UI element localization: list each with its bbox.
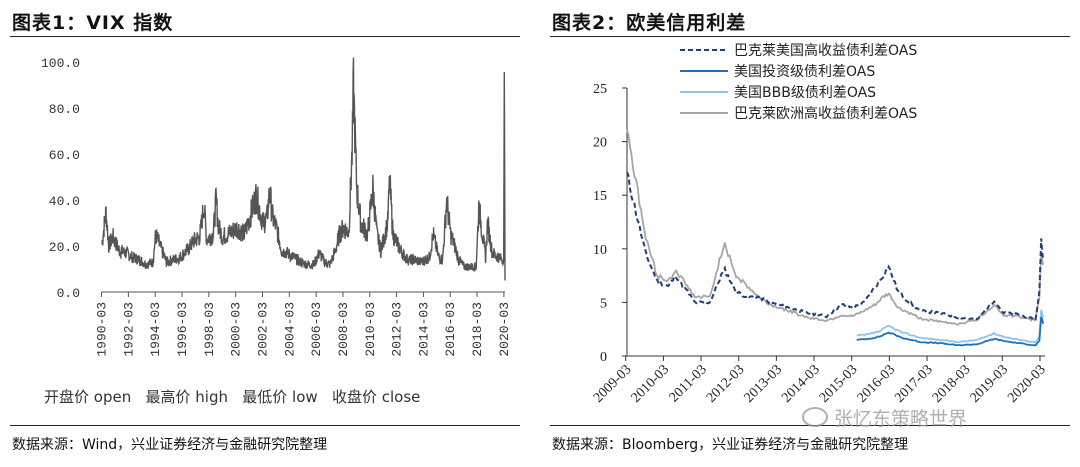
vix-x-tick-label: 1990-03 [95, 302, 110, 357]
vix-x-tick-label: 1996-03 [175, 302, 190, 357]
vix-x-tick-label: 2010-03 [363, 302, 378, 357]
spread-series-line-3 [626, 129, 1044, 326]
spread-y-tick-label: 5 [600, 296, 607, 311]
spread-x-tick-label: 2018-03 [930, 362, 974, 406]
vix-x-tick-label: 2016-03 [443, 302, 458, 357]
spread-title-rule [550, 36, 1070, 37]
spread-x-tick-label: 2017-03 [892, 362, 936, 406]
spread-x-tick-label: 2013-03 [742, 362, 786, 406]
vix-panel-title: 图表1：VIX 指数 [12, 12, 174, 34]
spread-series-line-2 [856, 309, 1044, 344]
vix-x-tick-label: 1998-03 [202, 302, 217, 357]
vix-series-line [101, 57, 506, 281]
spread-y-tick-label: 25 [593, 82, 607, 97]
vix-y-tick-label: 100.0 [41, 56, 80, 71]
vix-x-tick-label: 2008-03 [336, 302, 351, 357]
watermark-text: 张忆东策略世界 [834, 408, 968, 430]
vix-x-tick-label: 2000-03 [229, 302, 244, 357]
vix-x-tick-label: 2002-03 [255, 302, 270, 357]
vix-source-rule [10, 425, 520, 426]
spread-x-tick-label: 2009-03 [591, 362, 635, 406]
vix-x-tick-label: 2012-03 [390, 302, 405, 357]
vix-title-rule [10, 36, 520, 37]
spread-y-tick-label: 15 [593, 189, 607, 204]
spread-panel: 图表2：欧美信用利差 0 5 10 15 20 25 2009-03 2010-03 2011-… [540, 0, 1080, 467]
vix-x-tick-label: 2020-03 [497, 302, 512, 357]
spread-series-line-1 [856, 316, 1044, 347]
vix-x-tick-label: 2004-03 [282, 302, 297, 357]
vix-y-tick-label: 40.0 [49, 194, 80, 209]
vix-y-tick-label: 0.0 [57, 286, 80, 301]
vix-y-tick-label: 80.0 [49, 102, 80, 117]
spread-legend-label: 巴克莱欧洲高收益债利差OAS [734, 105, 917, 122]
vix-legend: 开盘价 open 最高价 high 最低价 low 收盘价 close [44, 388, 420, 406]
spread-legend-label: 美国投资级债利差OAS [734, 64, 875, 80]
vix-x-tick-label: 2014-03 [416, 302, 431, 357]
vix-x-tick-label: 1994-03 [148, 302, 163, 357]
spread-y-tick-label: 20 [593, 136, 607, 151]
spread-x-tick-label: 2016-03 [855, 362, 899, 406]
spread-x-tick-label: 2011-03 [667, 362, 710, 405]
spread-series-line-0 [626, 171, 1045, 322]
spread-panel-title: 图表2：欧美信用利差 [552, 12, 747, 34]
vix-x-tick-label: 2018-03 [470, 302, 485, 357]
spread-y-tick-label: 0 [600, 350, 607, 365]
vix-chart: 0.0 20.0 40.0 60.0 80.0 100.0 1990-03 1992-03 19… [41, 56, 512, 406]
spread-x-tick-label: 2015-03 [817, 362, 861, 406]
wechat-icon [802, 407, 828, 427]
spread-x-tick-label: 2020-03 [1005, 362, 1049, 406]
vix-y-tick-label: 60.0 [49, 148, 80, 163]
spread-chart: 05101520252009-032010-032011-032012-0320… [591, 42, 1049, 406]
vix-x-tick-label: 2006-03 [309, 302, 324, 357]
spread-source: 数据来源：Bloomberg，兴业证券经济与金融研究院整理 [552, 437, 909, 453]
spread-x-tick-label: 2014-03 [779, 362, 823, 406]
spread-x-tick-label: 2010-03 [629, 362, 673, 406]
spread-x-tick-label: 2019-03 [968, 362, 1012, 406]
vix-x-tick-label: 1992-03 [121, 302, 136, 357]
spread-legend-label: 美国BBB级债利差OAS [734, 85, 876, 101]
vix-source: 数据来源：Wind，兴业证券经济与金融研究院整理 [12, 437, 328, 453]
watermark: 张忆东策略世界 [802, 404, 967, 431]
spread-legend-label: 巴克莱美国高收益债利差OAS [734, 42, 917, 59]
spread-x-tick-label: 2012-03 [704, 362, 748, 406]
vix-panel: 图表1：VIX 指数 0.0 20.0 40.0 60.0 80.0 100.0 1990-… [0, 0, 530, 467]
spread-y-tick-label: 10 [593, 243, 607, 258]
vix-y-tick-label: 20.0 [49, 240, 80, 255]
